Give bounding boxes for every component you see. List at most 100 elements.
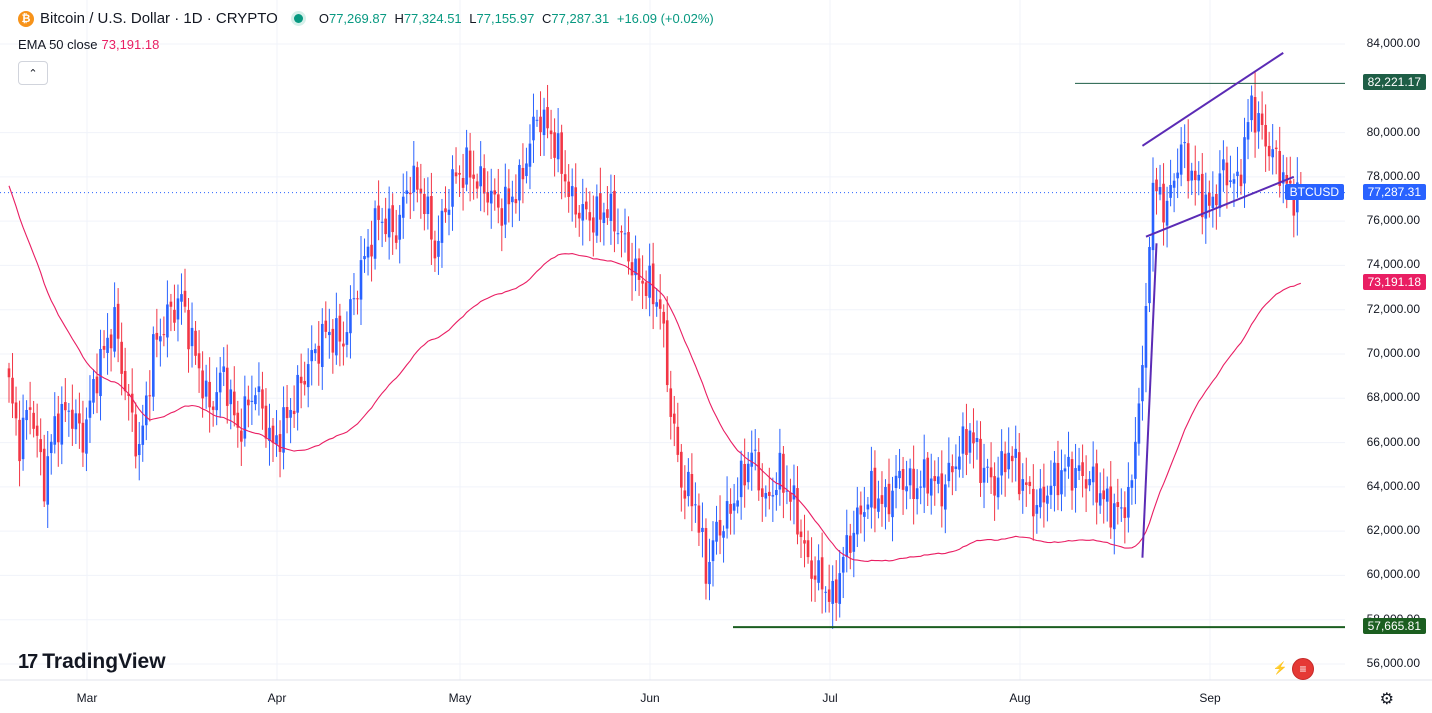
price-tick-label: 74,000.00: [1366, 257, 1420, 272]
candle-body: [1014, 448, 1018, 458]
candle-body: [518, 164, 521, 201]
candle-body: [880, 495, 884, 504]
candle-body: [1000, 451, 1003, 476]
candle-body: [1260, 113, 1264, 125]
region-flags[interactable]: ⚡ ≡: [1270, 658, 1314, 680]
candle-body: [271, 425, 275, 443]
candle-body: [187, 309, 190, 350]
price-tick-label: 66,000.00: [1366, 434, 1420, 449]
candle-body: [493, 190, 497, 195]
candle-body: [757, 452, 761, 491]
candle-body: [525, 163, 528, 177]
candle-body: [602, 212, 606, 223]
channel-lower-line: [1145, 175, 1295, 238]
candle-body: [285, 407, 289, 419]
candle-body: [951, 466, 954, 473]
candle-body: [1253, 97, 1257, 133]
candle-body: [366, 246, 370, 258]
candle-body: [1271, 149, 1274, 158]
candle-body: [278, 434, 282, 452]
candle-body: [845, 535, 849, 557]
candle-body: [232, 391, 236, 416]
candle-body: [229, 389, 233, 405]
price-tick-label: 56,000.00: [1366, 656, 1420, 670]
low-value: 77,155.97: [476, 11, 535, 26]
candle-body: [437, 240, 440, 257]
ema-legend[interactable]: EMA 50 close 73,191.18: [18, 37, 159, 52]
candle-body: [49, 441, 53, 454]
candle-body: [440, 210, 444, 243]
candle-body: [630, 262, 634, 276]
candle-body: [482, 168, 486, 194]
candle-body: [778, 452, 782, 490]
candle-body: [599, 193, 602, 220]
candle-body: [310, 350, 314, 362]
candle-body: [130, 393, 134, 413]
last-price-badge: 77,287.31: [1362, 183, 1426, 200]
candle-body: [1246, 122, 1250, 140]
candle-body: [39, 439, 42, 453]
candle-body: [1236, 171, 1239, 177]
candle-body: [370, 244, 373, 257]
low-label: L: [469, 11, 477, 26]
candle-body: [873, 467, 877, 509]
candle-body: [349, 299, 352, 334]
tradingview-logo[interactable]: 17 TradingView: [18, 650, 166, 674]
candle-body: [292, 410, 296, 415]
gear-icon[interactable]: ⚙: [1379, 691, 1394, 708]
candle-body: [458, 172, 461, 175]
candle-body: [1035, 505, 1039, 514]
candle-body: [113, 307, 116, 352]
candle-body: [958, 456, 961, 470]
candle-body: [1053, 462, 1056, 487]
tradingview-logo-text: TradingView: [42, 650, 166, 673]
candle-body: [859, 505, 863, 515]
candle-body: [92, 379, 95, 403]
candle-body: [74, 413, 78, 430]
candle-body: [268, 427, 271, 442]
lightning-icon: ⚡: [1272, 661, 1288, 675]
candle-body: [433, 240, 437, 259]
candle-body: [511, 196, 514, 203]
candle-body: [1010, 455, 1014, 462]
candle-body: [1120, 507, 1123, 509]
candle-body: [64, 402, 67, 411]
candle-body: [806, 540, 810, 558]
candle-body: [222, 366, 226, 372]
candle-body: [1056, 462, 1060, 496]
candle-body: [176, 298, 180, 320]
candle-body: [715, 521, 718, 542]
price-tick-label: 76,000.00: [1366, 213, 1420, 228]
candle-body: [1130, 480, 1134, 488]
candle-body: [419, 188, 423, 194]
time-tick-label: Sep: [1199, 691, 1221, 705]
price-tick-label: 78,000.00: [1366, 168, 1420, 183]
candle-body: [102, 345, 106, 350]
candle-body: [1039, 488, 1042, 508]
candle-body: [1197, 174, 1201, 181]
candle-body: [1067, 456, 1070, 467]
candle-body: [827, 589, 831, 602]
candle-body: [687, 471, 690, 497]
open-value: 77,269.87: [328, 11, 387, 26]
candle-body: [954, 466, 958, 469]
high-line-badge: 82,221.17: [1362, 74, 1426, 91]
candle-body: [1225, 162, 1229, 186]
candle-body: [204, 380, 208, 397]
candle-body: [820, 557, 824, 590]
candle-body: [968, 430, 972, 453]
candle-body: [697, 505, 701, 533]
candle-body: [528, 143, 532, 167]
candle-body: [574, 187, 578, 215]
ema-badge: 73,191.18: [1362, 274, 1426, 291]
symbol-title[interactable]: Bitcoin / U.S. Dollar · 1D · CRYPTO: [40, 10, 278, 27]
candle-body: [662, 311, 666, 324]
candle-body: [1109, 486, 1113, 528]
candle-body: [1081, 462, 1084, 477]
candle-body: [810, 560, 813, 579]
collapse-legend-button[interactable]: ⌃: [18, 61, 48, 85]
candle-body: [863, 512, 866, 517]
candle-body: [680, 451, 683, 488]
candle-body: [162, 334, 166, 336]
